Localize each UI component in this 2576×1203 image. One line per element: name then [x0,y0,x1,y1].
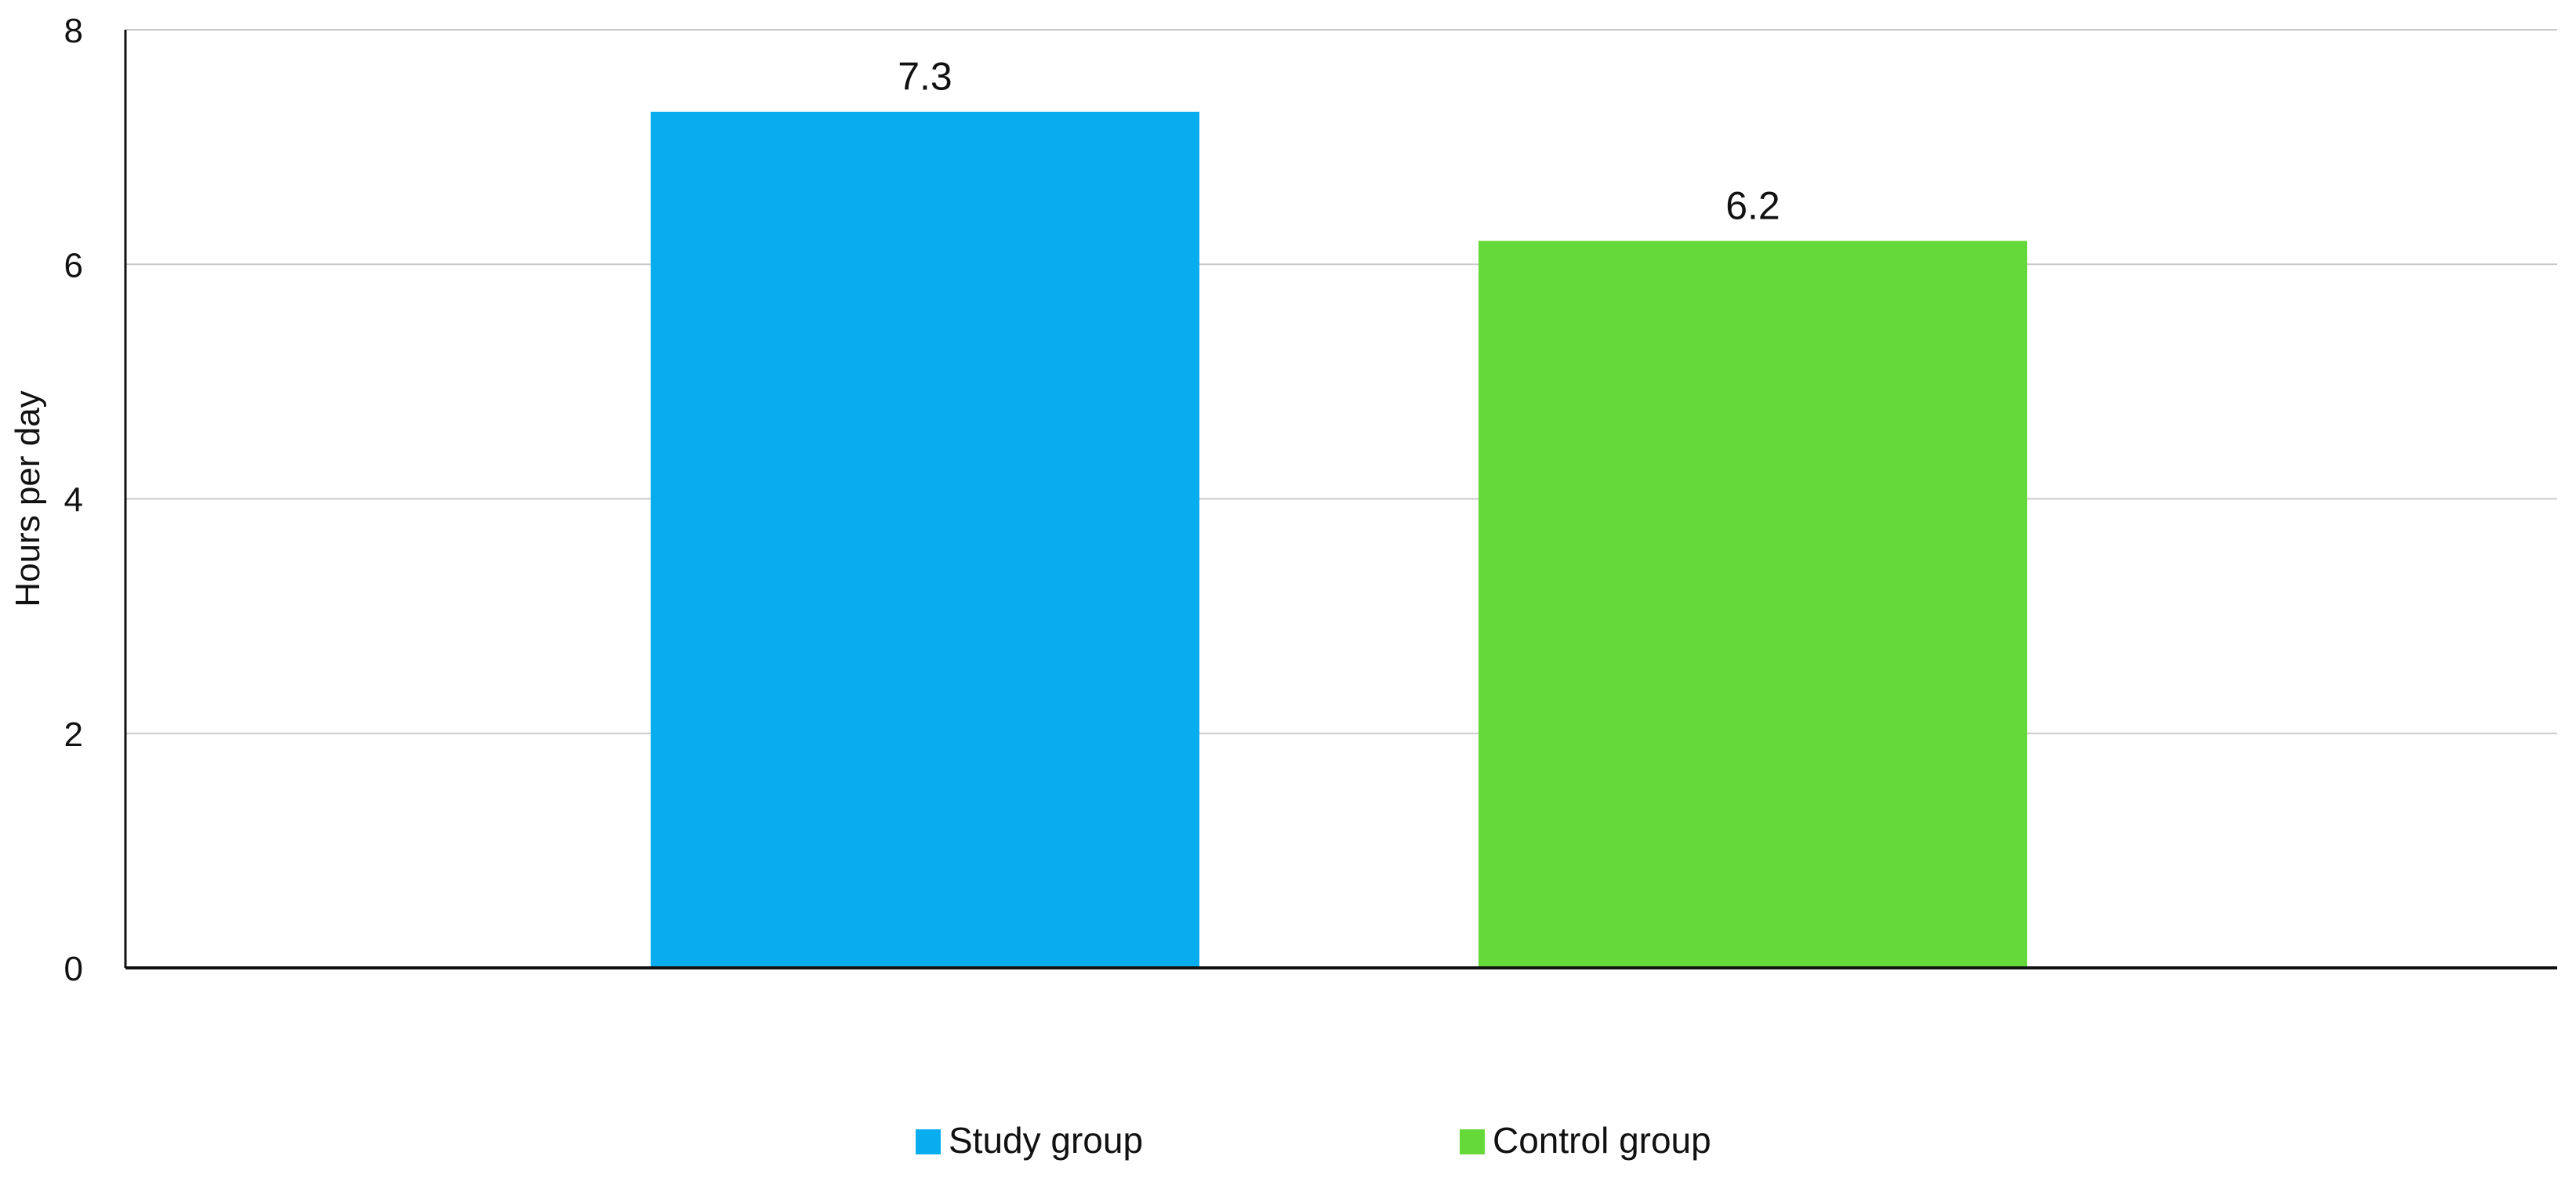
bars [651,111,2027,968]
legend-swatch [916,1129,941,1154]
y-tick-label: 6 [64,246,83,284]
bar-study-group [651,111,1199,968]
y-tick-label: 4 [64,481,83,520]
y-tick-label: 0 [64,950,83,988]
gridlines [125,29,2557,734]
legend-label: Study group [949,1120,1143,1161]
data-label: 7.3 [898,55,952,99]
legend: Study group Control group [916,1120,1711,1161]
bar-control-group [1478,241,2027,968]
axes: 0 2 4 6 8 [64,12,2557,988]
data-labels: 7.3 6.2 [898,55,1780,228]
y-tick-label: 8 [64,12,83,50]
y-axis-label: Hours per day [9,390,47,607]
legend-label: Control group [1493,1120,1711,1161]
legend-swatch [1460,1129,1485,1154]
y-tick-label: 2 [64,716,83,754]
data-label: 6.2 [1725,183,1780,227]
